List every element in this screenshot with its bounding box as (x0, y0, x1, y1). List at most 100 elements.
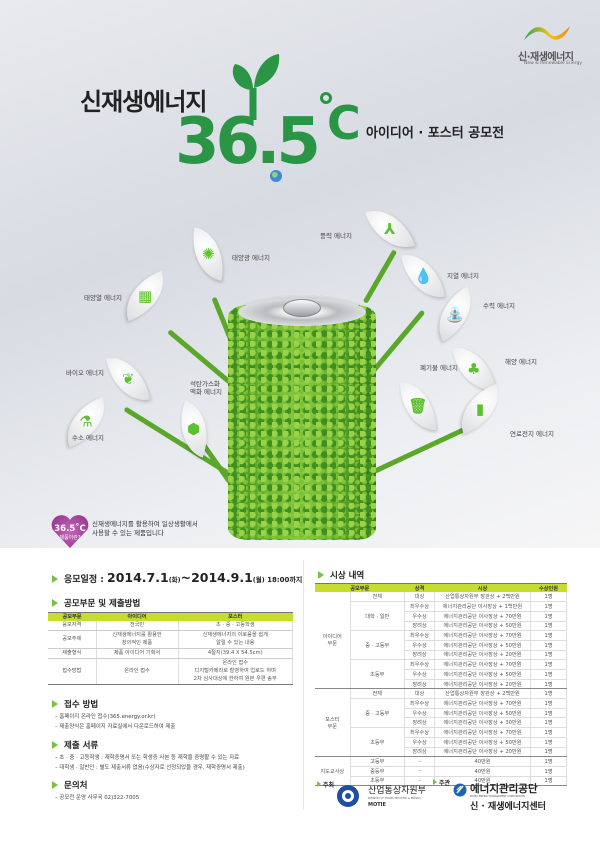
table-cell: 장려상 (404, 650, 435, 661)
motie-emblem-icon (337, 785, 359, 807)
table-cell: 신재생에너지를 활용한 창의적인 제품 (96, 630, 179, 649)
table-cell: 우수상 (404, 737, 435, 748)
table-cell: 최우수상 (404, 630, 435, 641)
table-cell: 우수상 (404, 611, 435, 622)
table-header-row: 공모부문 아이디어 포스터 (48, 612, 293, 621)
table-cell: 1명 (530, 717, 567, 729)
contact-line: – 공모전 운영 사무국 02)322-7005 (55, 795, 140, 801)
table-cell: 에너지관리공단 이사장상 + 20만원 (434, 679, 531, 690)
table-row: 포스터 부문 전체 대상 산업통상자원부 장관상 + 2백만원 1명 (315, 688, 567, 758)
table-cell: 에너지관리공단 이사장상 + 70만원 (434, 611, 531, 622)
organizer-sub: 신 · 재생에너지센터 (470, 802, 546, 812)
column-header: 시상 (434, 583, 531, 592)
documents-line: – 대학생 · 일반인 : 별도 제출서류 없음(수상자로 선정되었을 경우, … (55, 765, 245, 771)
award-division: 중등부 (350, 766, 405, 777)
title-line1: 신재생에너지 (80, 88, 207, 116)
table-cell: 제품 아이디어 기획서 (96, 648, 179, 659)
table-cell: 응모자격 (48, 620, 97, 631)
energy-label: 해양 에너지 (505, 358, 537, 366)
energy-label: 태양광 에너지 (232, 254, 270, 262)
trash-icon: 🗑 (408, 397, 428, 415)
table-cell: 1명 (530, 669, 567, 680)
table-cell: 40만원 (434, 776, 531, 787)
energy-label: 연료전지 에너지 (510, 430, 554, 438)
table-row: 장려상 에너지관리공단 이사장상 + 20만원 1명 (315, 650, 567, 661)
award-division: 고등부 (350, 756, 405, 767)
schedule-label: 응모일정 : (64, 575, 107, 585)
renewable-energy-logo-icon (524, 26, 570, 40)
kemco-logo-icon (453, 783, 467, 797)
table-cell: 1명 (530, 737, 567, 748)
table-row: 장려상 에너지관리공단 이사장상 + 50만원 1명 (315, 621, 567, 632)
table-cell: 온라인 접수 (96, 658, 179, 685)
energy-label: 폐기물 에너지 (420, 364, 458, 372)
wind-turbine-icon: ⅄ (384, 220, 396, 238)
table-cell: 장려상 (404, 679, 435, 690)
award-category: 포스터 부문 (315, 688, 351, 758)
organizer-label: 주관 (433, 778, 450, 787)
battery-icon: ▮ (475, 399, 485, 418)
table-cell: 우수상 (404, 669, 435, 680)
leaf-icon: ❦ (121, 370, 135, 389)
table-cell: – (404, 766, 435, 777)
table-cell: 접수방법 (48, 658, 97, 685)
table-row: 초등부 최우수상 에너지관리공단 이사장상 + 70만원 1명 (315, 659, 567, 690)
table-cell: 1명 (530, 776, 567, 787)
table-cell: 온라인 접수 디지털카메라로 촬영하여 업로드 하며 2차 심사대상에 한하여 … (178, 658, 293, 685)
table-cell: 1명 (530, 727, 567, 738)
tree-icon: ♣ (467, 360, 481, 379)
heart-title: 36.5˚C (54, 523, 86, 534)
table-cell: 40만원 (434, 756, 531, 767)
table-cell: 1명 (530, 592, 567, 603)
documents-heading: 제출 서류 (52, 739, 98, 751)
table-cell: 40만원 (434, 766, 531, 777)
host-english: MINISTRY OF TRADE, INDUSTRY & ENERGY (368, 797, 421, 800)
table-cell: 최우수상 (404, 659, 435, 670)
table-cell: 에너지관리공단 이사장상 + 20만원 (434, 650, 531, 661)
table-row: 우수상 에너지관리공단 이사장상 + 50만원 1명 (315, 640, 567, 651)
table-cell: 에너지관리공단 이사장상 + 70만원 (434, 630, 531, 641)
flask-icon: ⚗ (79, 412, 93, 431)
table-cell: 1명 (530, 630, 567, 641)
column-header: 공모부문 (48, 612, 96, 621)
schedule-start-day: (화) (168, 576, 181, 584)
table-cell: 장려상 (404, 747, 435, 758)
table-cell: 1명 (530, 659, 567, 670)
title-unit: C (327, 96, 361, 150)
degree-icon (320, 92, 332, 104)
table-cell: 산업통상자원부 장관상 + 2백만원 (434, 688, 531, 700)
column-header: 공모부문 (315, 583, 405, 592)
table-cell: 1명 (530, 698, 567, 709)
table-cell: 1명 (530, 601, 567, 612)
logo-korean-text: 신·재생에너지 (518, 52, 574, 63)
table-row: 지도교사상 고등부 –40만원 1명 (315, 756, 567, 787)
award-division: 대학 · 일반 (350, 601, 405, 632)
table-cell: 1명 (530, 708, 567, 719)
table-cell: 대상 (404, 592, 435, 603)
table-row: 공모주제 신재생에너지를 활용한 창의적인 제품 신재생에너지의 이로움을 쉽게 알… (48, 630, 293, 649)
energy-label: 바이오 에너지 (66, 369, 104, 377)
table-cell: 4절지(39.4 X 54.5cm) (178, 648, 293, 659)
table-cell: 최우수상 (404, 727, 435, 738)
award-division: 전체 (350, 688, 405, 700)
table-row: 제출형식 제품 아이디어 기획서 4절지(39.4 X 54.5cm) (48, 648, 293, 659)
table-row: 초등부 최우수상 에너지관리공단 이사장상 + 70만원 1명 (315, 727, 567, 758)
table-cell: 에너지관리공단 이사장상 + 70만원 (434, 659, 531, 670)
table-cell: 장려상 (404, 717, 435, 729)
table-row: 중 · 고등부 최우수상 에너지관리공단 이사장상 + 70만원 1명 (315, 630, 567, 661)
organizer-english: KOREA ENERGY MANAGEMENT CORPORATION (470, 795, 525, 798)
table-cell: 산업통상자원부 장관상 + 2백만원 (434, 592, 531, 603)
table-header-row: 공모부문 상격 시상 수상인원 (315, 583, 567, 592)
table-row: 장려상 에너지관리공단 이사장상 + 30만원 1명 (315, 717, 567, 729)
table-cell: 신재생에너지의 이로움을 쉽게 알릴 수 있는 내용 (178, 630, 293, 649)
schedule-start: 2014.7.1 (107, 570, 169, 585)
schedule-tilde: ~ (180, 570, 192, 585)
table-row: 우수상 에너지관리공단 이사장상 + 70만원 1명 (315, 611, 567, 622)
table-cell: 대상 (404, 688, 435, 700)
hexagon-icon: ⬢ (187, 419, 201, 438)
table-cell: 1명 (530, 621, 567, 632)
table-row: 우수상 에너지관리공단 이사장상 + 50만원 1명 (315, 669, 567, 680)
table-cell: 에너지관리공단 이사장상 + 1백만원 (434, 601, 531, 612)
table-cell: 1명 (530, 640, 567, 651)
column-header: 상격 (404, 583, 435, 592)
